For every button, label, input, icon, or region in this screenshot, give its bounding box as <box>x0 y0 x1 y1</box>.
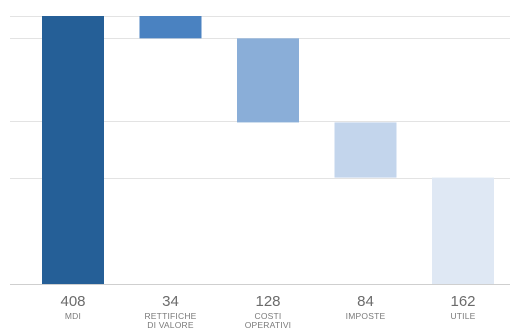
bar-2 <box>237 38 299 123</box>
value-label-4: 162 <box>450 293 475 310</box>
value-label-1: 34 <box>162 293 179 310</box>
bar-0 <box>42 16 104 284</box>
category-label-0: MDI <box>65 311 81 321</box>
value-label-3: 84 <box>357 293 374 310</box>
bar-1 <box>139 16 202 39</box>
category-label-1: RETTIFICHE DI VALORE <box>144 311 196 330</box>
category-label-2: COSTI OPERATIVI <box>245 311 292 330</box>
bar-3 <box>334 122 397 178</box>
bar-4 <box>432 177 494 284</box>
category-label-4: UTILE <box>450 311 475 321</box>
category-label-3: IMPOSTE <box>346 311 386 321</box>
value-label-2: 128 <box>255 293 280 310</box>
bars <box>42 16 494 284</box>
value-label-0: 408 <box>60 293 85 310</box>
